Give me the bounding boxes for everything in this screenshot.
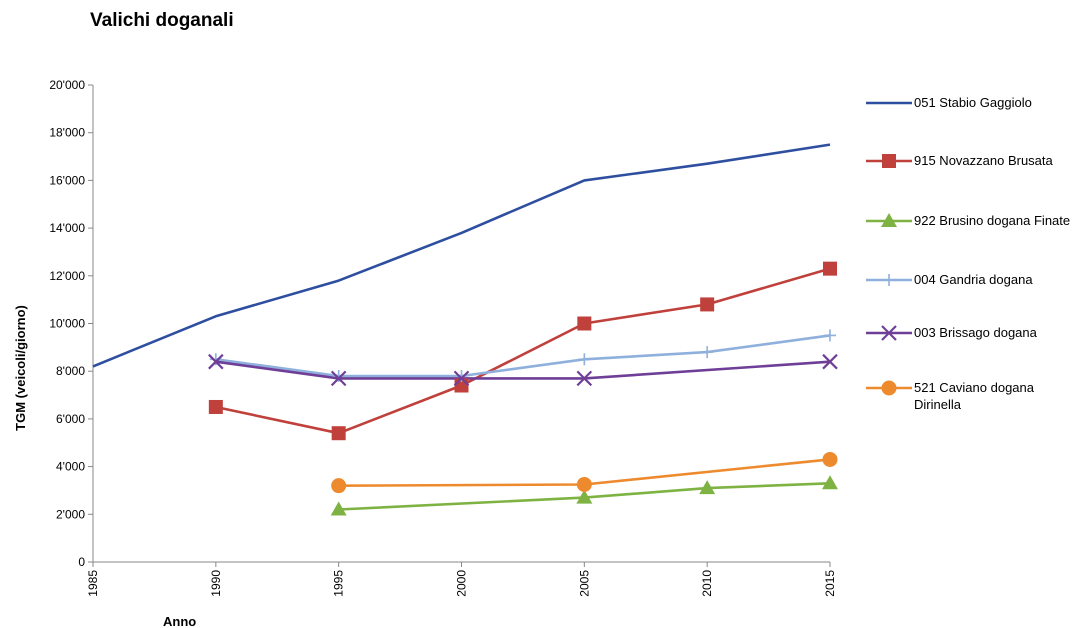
y-tick-label: 6'000 — [56, 412, 85, 426]
data-point-series-2 — [330, 501, 347, 516]
x-tick-label: 1995 — [332, 570, 346, 597]
legend-swatch — [866, 325, 912, 341]
data-point-series-3 — [332, 369, 345, 382]
x-tick-label: 2010 — [700, 570, 714, 597]
y-tick-label: 18'000 — [49, 126, 85, 140]
series-line-3 — [215, 334, 831, 378]
legend-marker — [881, 213, 897, 227]
data-point-series-3 — [455, 369, 468, 382]
chart-title: Valichi doganali — [90, 10, 234, 31]
data-point-series-3 — [578, 353, 591, 366]
data-point-series-5 — [331, 478, 347, 494]
series-line-2 — [338, 482, 831, 511]
legend-swatch — [866, 213, 912, 227]
y-tick-label: 12'000 — [49, 269, 85, 283]
data-point-series-3 — [209, 353, 222, 366]
y-tick-label: 4'000 — [56, 460, 85, 474]
data-point-series-4 — [453, 370, 470, 387]
data-point-series-1 — [577, 316, 592, 331]
data-point-series-1 — [208, 399, 223, 414]
data-point-series-1 — [700, 297, 715, 312]
data-point-series-2 — [822, 475, 838, 490]
legend-swatch — [866, 154, 912, 168]
data-point-series-3 — [701, 346, 714, 359]
legend-swatch — [866, 380, 912, 396]
legend-item: 922 Brusino dogana Finate — [866, 212, 1084, 230]
x-tick-label: 2005 — [577, 570, 591, 597]
legend-label: 521 Caviano dogana Dirinella — [914, 380, 1034, 412]
legend-marker — [883, 274, 895, 286]
y-axis-label: TGM (veicoli/giorno) — [13, 305, 28, 431]
data-point-series-5 — [576, 476, 592, 492]
data-point-series-3 — [824, 329, 836, 342]
legend-swatch — [866, 101, 912, 105]
legend-marker — [881, 325, 897, 341]
axes: 0 2'000 4'000 6'000 8'000 10'000 12'000 14'000 1… — [49, 78, 837, 597]
y-tick-label: 16'000 — [49, 173, 85, 187]
data-point-series-2 — [699, 480, 716, 495]
data-point-series-2 — [576, 489, 593, 504]
data-point-series-4 — [208, 353, 224, 370]
x-tick-label: 1990 — [209, 570, 223, 597]
y-tick-label: 20'000 — [49, 78, 85, 92]
x-tick-label: 2015 — [823, 570, 837, 597]
data-point-series-4 — [330, 370, 347, 387]
x-tick-label: 2000 — [455, 570, 469, 597]
legend-swatch — [866, 274, 912, 286]
legend-label: 004 Gandria dogana — [914, 272, 1033, 287]
legend-item: 051 Stabio Gaggiolo — [866, 94, 1084, 112]
y-tick-label: 0 — [78, 555, 85, 569]
x-tick-label: 1985 — [86, 570, 100, 597]
data-point-series-4 — [822, 353, 838, 370]
legend-marker — [881, 380, 897, 396]
legend-label: 922 Brusino dogana Finate — [914, 213, 1071, 228]
legend-item: 915 Novazzano Brusata — [866, 152, 1084, 170]
data-point-series-4 — [576, 370, 593, 387]
y-tick-label: 10'000 — [49, 317, 85, 331]
legend-item: 521 Caviano dogana Dirinella — [866, 379, 1084, 413]
x-axis-label: Anno — [163, 614, 196, 628]
data-point-series-1 — [331, 426, 346, 441]
y-tick-label: 8'000 — [56, 364, 85, 378]
legend-label: 051 Stabio Gaggiolo — [914, 95, 1032, 110]
legend-marker — [882, 154, 896, 168]
y-tick-label: 14'000 — [49, 221, 85, 235]
legend-label: 003 Brissago dogana — [914, 325, 1037, 340]
data-point-series-1 — [823, 261, 837, 276]
series-markers — [208, 261, 838, 516]
data-point-series-5 — [822, 451, 838, 467]
series-line-1 — [215, 267, 831, 435]
legend-item: 004 Gandria dogana — [866, 271, 1084, 289]
y-tick-label: 2'000 — [56, 507, 85, 521]
legend-label: 915 Novazzano Brusata — [914, 153, 1053, 168]
legend-item: 003 Brissago dogana — [866, 324, 1084, 342]
series-line-4 — [215, 360, 831, 380]
series-line-0 — [92, 143, 831, 368]
series-lines — [92, 143, 831, 511]
